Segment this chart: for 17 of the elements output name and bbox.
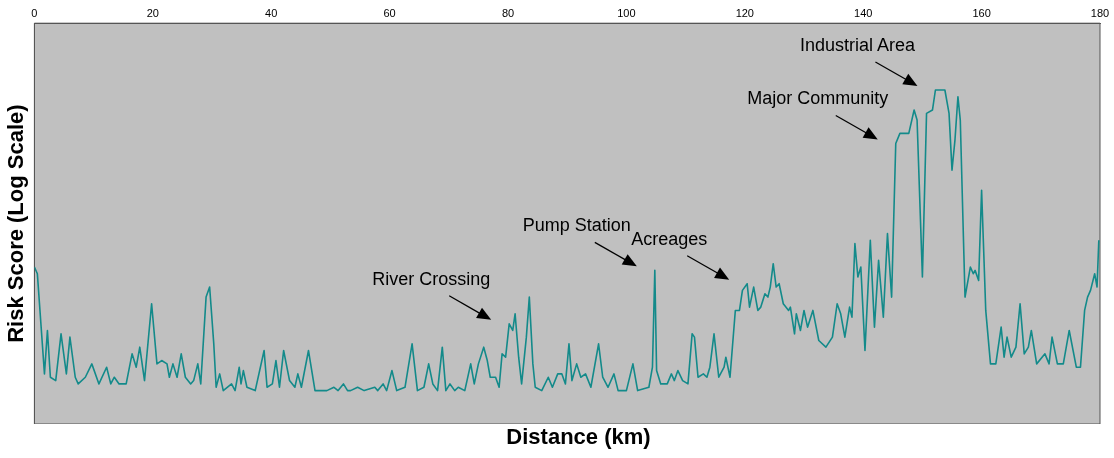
- x-axis-title: Distance (km): [505, 424, 652, 450]
- x-tick-label: 100: [617, 6, 636, 19]
- x-tick-label: 0: [31, 6, 38, 19]
- x-tick-label: 180: [1090, 6, 1110, 19]
- x-tick-label: 160: [972, 6, 991, 19]
- x-tick-label: 80: [501, 6, 515, 19]
- x-tick-label: 20: [146, 6, 159, 19]
- annotation: Industrial Area: [799, 34, 916, 55]
- x-tick-label: 40: [265, 6, 278, 19]
- annotation: Acreages: [631, 228, 708, 249]
- x-tick-label: 60: [383, 6, 396, 19]
- x-tick-label: 140: [854, 6, 873, 19]
- annotation: Pump Station: [522, 215, 631, 236]
- annotation: River Crossing: [372, 268, 491, 289]
- y-axis-title: Risk Score (Log Scale): [3, 104, 29, 343]
- annotation: Major Community: [747, 88, 889, 109]
- x-tick-label: 120: [735, 6, 754, 19]
